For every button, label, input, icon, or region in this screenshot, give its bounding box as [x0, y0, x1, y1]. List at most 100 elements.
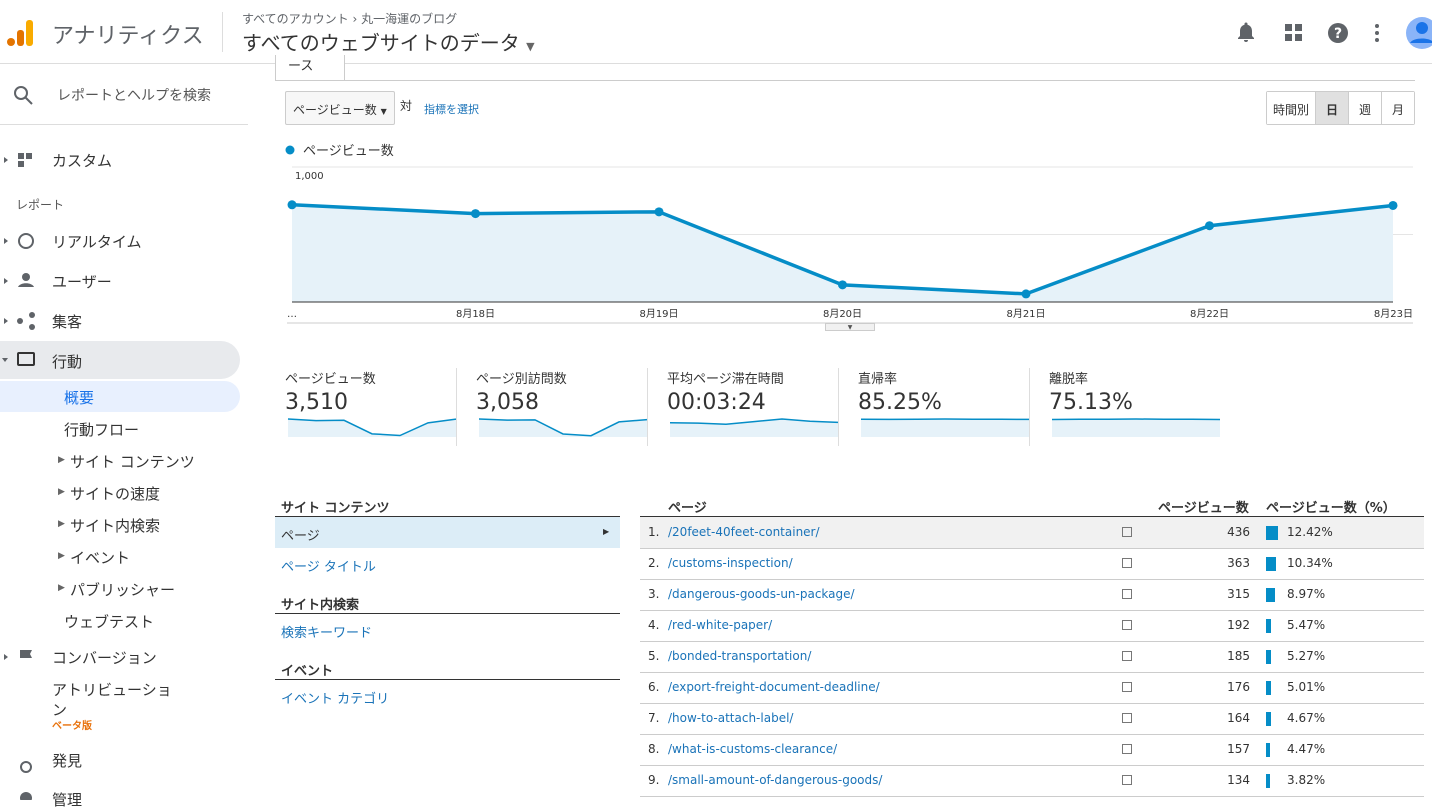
nav-discover[interactable]: 発見	[52, 750, 82, 771]
expand-arrow: ▶	[58, 519, 65, 529]
nav-subitem[interactable]: パブリッシャー	[70, 579, 175, 600]
row-arrow: ▶	[603, 527, 609, 536]
nav-attribution[interactable]: アトリビューショ	[52, 679, 172, 700]
pct-bar	[1266, 774, 1270, 788]
rank: 1.	[648, 525, 659, 539]
open-icon[interactable]	[1122, 620, 1132, 630]
nav-subitem[interactable]: イベント	[70, 547, 130, 568]
nav-subitem[interactable]: 概要	[64, 387, 94, 408]
open-icon[interactable]	[1122, 682, 1132, 692]
row-rule	[640, 579, 1424, 580]
selected-row	[275, 517, 620, 548]
open-icon[interactable]	[1122, 527, 1132, 537]
page-link[interactable]: /20feet-40feet-container/	[668, 525, 820, 539]
pct-label: 4.67%	[1287, 711, 1325, 725]
dimension-link[interactable]: イベント カテゴリ	[281, 688, 389, 707]
nav-subitem[interactable]: サイト コンテンツ	[70, 451, 195, 472]
dimension-link[interactable]: ページ	[281, 525, 320, 544]
pct-bar	[1266, 650, 1271, 664]
nav-conversion[interactable]: コンバージョン	[52, 647, 157, 668]
point	[471, 209, 480, 218]
legend-label: ページビュー数	[303, 144, 394, 159]
open-icon[interactable]	[1122, 775, 1132, 785]
x-tick-label: 8月22日	[1190, 308, 1229, 320]
point	[838, 280, 847, 289]
sparkline	[669, 412, 839, 438]
views: 185	[1150, 649, 1250, 663]
row-rule	[640, 796, 1424, 797]
pct-label: 5.27%	[1287, 649, 1325, 663]
views: 134	[1150, 773, 1250, 787]
x-tick-label: 8月21日	[1006, 308, 1045, 320]
views: 363	[1150, 556, 1250, 570]
point	[1205, 221, 1214, 230]
point	[655, 207, 664, 216]
page-link[interactable]: /bonded-transportation/	[668, 649, 811, 663]
sparkline	[1051, 412, 1221, 438]
point	[1389, 201, 1398, 210]
row-rule	[640, 765, 1424, 766]
sparkline	[478, 412, 648, 438]
nav-subitem[interactable]: サイト内検索	[70, 515, 160, 536]
chart-resize[interactable]: ▼	[825, 323, 875, 331]
x-tick-label: 8月18日	[456, 308, 495, 320]
page-link[interactable]: /red-white-paper/	[668, 618, 772, 632]
sparkline	[287, 412, 457, 438]
nav-subitem[interactable]: ウェブテスト	[64, 611, 154, 632]
pct-bar	[1266, 681, 1271, 695]
metric-divider	[456, 368, 457, 446]
open-icon[interactable]	[1122, 589, 1132, 599]
nav-subitem[interactable]: サイトの速度	[70, 483, 160, 504]
sparkline	[860, 412, 1030, 438]
open-icon[interactable]	[1122, 744, 1132, 754]
open-icon[interactable]	[1122, 558, 1132, 568]
metric-title: ページ別訪問数	[476, 368, 567, 387]
page-link[interactable]: /export-freight-document-deadline/	[668, 680, 880, 694]
pct-bar	[1266, 526, 1278, 540]
nav-subitem[interactable]: 行動フロー	[64, 419, 139, 440]
expand-arrow: ▶	[58, 455, 65, 465]
pct-label: 10.34%	[1287, 556, 1333, 570]
rank: 5.	[648, 649, 659, 663]
group-rule	[275, 613, 620, 614]
column-header: ページビュー数	[1158, 497, 1249, 516]
x-tick-label: 8月23日	[1374, 308, 1413, 320]
pct-label: 4.47%	[1287, 742, 1325, 756]
pct-bar	[1266, 557, 1276, 571]
pct-label: 8.97%	[1287, 587, 1325, 601]
rank: 9.	[648, 773, 659, 787]
expand-arrow: ▶	[58, 487, 65, 497]
metric-title: ページビュー数	[285, 368, 376, 387]
point	[1022, 289, 1031, 298]
column-header: ページ	[668, 497, 707, 516]
pct-bar	[1266, 619, 1271, 633]
y-tick-label: 1,000	[295, 171, 324, 182]
dimension-link[interactable]: ページ タイトル	[281, 556, 376, 575]
views: 192	[1150, 618, 1250, 632]
pct-label: 5.01%	[1287, 680, 1325, 694]
expand-arrow: ▶	[58, 551, 65, 561]
group-title: サイト内検索	[281, 594, 359, 613]
page-link[interactable]: /what-is-customs-clearance/	[668, 742, 837, 756]
metric-title: 平均ページ滞在時間	[667, 368, 784, 387]
legend-marker	[286, 146, 295, 155]
rank: 2.	[648, 556, 659, 570]
dimension-link[interactable]: 検索キーワード	[281, 622, 372, 641]
open-icon[interactable]	[1122, 713, 1132, 723]
metric-divider	[1029, 368, 1030, 446]
pct-bar	[1266, 743, 1270, 757]
page-link[interactable]: /customs-inspection/	[668, 556, 793, 570]
metric-title: 離脱率	[1049, 368, 1088, 387]
pct-label: 12.42%	[1287, 525, 1333, 539]
rank: 3.	[648, 587, 659, 601]
page-link[interactable]: /small-amount-of-dangerous-goods/	[668, 773, 882, 787]
rank: 4.	[648, 618, 659, 632]
x-tick-label: 8月20日	[823, 308, 862, 320]
open-icon[interactable]	[1122, 651, 1132, 661]
page-link[interactable]: /how-to-attach-label/	[668, 711, 793, 725]
page-link[interactable]: /dangerous-goods-un-package/	[668, 587, 855, 601]
nav-item[interactable]: 行動	[52, 351, 82, 372]
pct-label: 3.82%	[1287, 773, 1325, 787]
x-tick-label: …	[287, 309, 297, 320]
